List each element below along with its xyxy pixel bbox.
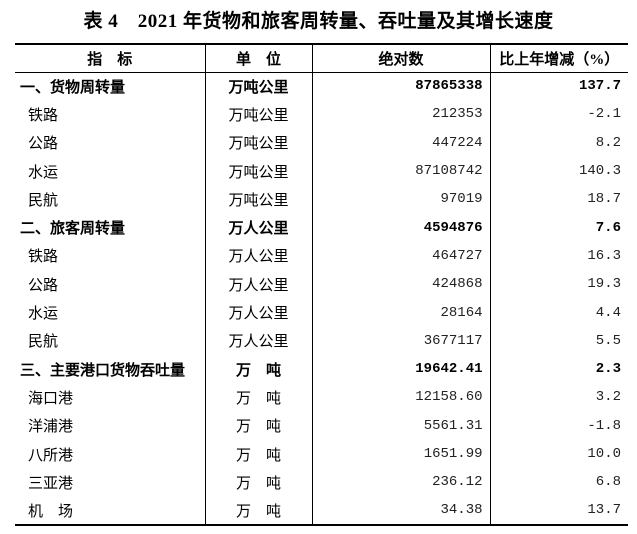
row-change: 19.3 [489,270,628,299]
table-row-category: 一、货物周转量 万吨公里 87865338 137.7 [15,72,628,101]
row-unit: 万人公里 [204,326,312,355]
row-unit: 万吨公里 [204,72,312,101]
table-row-category: 三、主要港口货物吞吐量 万 吨 19642.41 2.3 [15,354,628,384]
table-row: 海口港 万 吨 12158.60 3.2 [15,383,628,412]
transport-table: 指 标 单 位 绝对数 比上年增减（%） 一、货物周转量 万吨公里 87865338… [15,43,628,526]
row-change: 16.3 [489,241,628,271]
table-row: 三亚港 万 吨 236.12 6.8 [15,468,628,497]
row-unit: 万 吨 [204,411,312,440]
row-value: 3677117 [311,326,490,355]
row-value: 87865338 [311,72,490,101]
header-absolute: 绝对数 [311,43,490,73]
row-unit: 万 吨 [204,383,312,412]
row-unit: 万人公里 [204,298,312,327]
row-unit: 万人公里 [204,241,312,271]
row-name: 民航 [28,334,59,351]
row-name: 八所港 [28,447,74,464]
table-row: 公路 万人公里 424868 19.3 [15,270,628,299]
table-row: 机 场万 吨 34.38 13.7 [15,496,628,526]
row-value: 236.12 [311,468,490,497]
table-header-row: 指 标 单 位 绝对数 比上年增减（%） [15,43,628,73]
row-change: 18.7 [489,185,628,214]
row-value: 12158.60 [311,383,490,412]
row-change: 10.0 [489,439,628,469]
row-value: 4594876 [311,213,490,242]
row-name: 民航 [28,192,59,209]
row-unit: 万 吨 [204,468,312,497]
table-row: 水运 万吨公里 87108742 140.3 [15,156,628,186]
table-row: 铁路 万人公里 464727 16.3 [15,241,628,271]
row-name: 三、主要港口货物吞吐量 [20,362,186,379]
row-change: 137.7 [489,72,628,101]
row-value: 34.38 [311,496,490,526]
row-name: 铁路 [28,107,59,124]
row-value: 424868 [311,270,490,299]
header-unit: 单 位 [204,43,312,73]
row-name: 机 场 [15,496,205,526]
row-change: 140.3 [489,156,628,186]
row-change: 5.5 [489,326,628,355]
row-change: 8.2 [489,128,628,157]
row-unit: 万吨公里 [204,128,312,157]
row-unit: 万 吨 [204,354,312,384]
header-indicator: 指 标 [15,43,205,73]
table-row: 民航 万吨公里 97019 18.7 [15,185,628,214]
row-change: 13.7 [489,496,628,526]
table-row: 洋浦港 万 吨 5561.31 -1.8 [15,411,628,440]
row-value: 447224 [311,128,490,157]
row-unit: 万人公里 [204,270,312,299]
header-change: 比上年增减（%） [489,43,628,73]
row-change: 7.6 [489,213,628,242]
row-value: 464727 [311,241,490,271]
row-change: 2.3 [489,354,628,384]
row-unit: 万吨公里 [204,100,312,129]
row-name: 洋浦港 [28,419,74,436]
row-change: -1.8 [489,411,628,440]
row-change: -2.1 [489,100,628,129]
row-value: 28164 [311,298,490,327]
row-change: 6.8 [489,468,628,497]
row-name: 公路 [28,136,59,153]
row-change: 4.4 [489,298,628,327]
row-name: 海口港 [28,390,74,407]
row-value: 87108742 [311,156,490,186]
row-value: 212353 [311,100,490,129]
row-name: 铁路 [28,249,59,266]
table-row: 公路 万吨公里 447224 8.2 [15,128,628,157]
row-name: 一、货物周转量 [20,79,126,96]
row-unit: 万吨公里 [204,185,312,214]
row-unit: 万 吨 [204,496,312,526]
row-value: 19642.41 [311,354,490,384]
table-title: 表 4 2021 年货物和旅客周转量、吞吐量及其增长速度 [83,11,554,32]
row-value: 97019 [311,185,490,214]
row-value: 5561.31 [311,411,490,440]
row-value: 1651.99 [311,439,490,469]
row-unit: 万吨公里 [204,156,312,186]
table-row: 民航 万人公里 3677117 5.5 [15,326,628,355]
table-row: 水运 万人公里 28164 4.4 [15,298,628,327]
table-row-category: 二、旅客周转量 万人公里 4594876 7.6 [15,213,628,242]
row-unit: 万人公里 [204,213,312,242]
row-unit: 万 吨 [204,439,312,469]
table-row: 八所港 万 吨 1651.99 10.0 [15,439,628,469]
row-name: 三亚港 [28,475,74,492]
row-name: 水运 [28,306,59,323]
row-name: 二、旅客周转量 [20,221,126,238]
row-change: 3.2 [489,383,628,412]
row-name: 公路 [28,277,59,294]
row-name: 水运 [28,164,59,181]
table-row: 铁路 万吨公里 212353 -2.1 [15,100,628,129]
